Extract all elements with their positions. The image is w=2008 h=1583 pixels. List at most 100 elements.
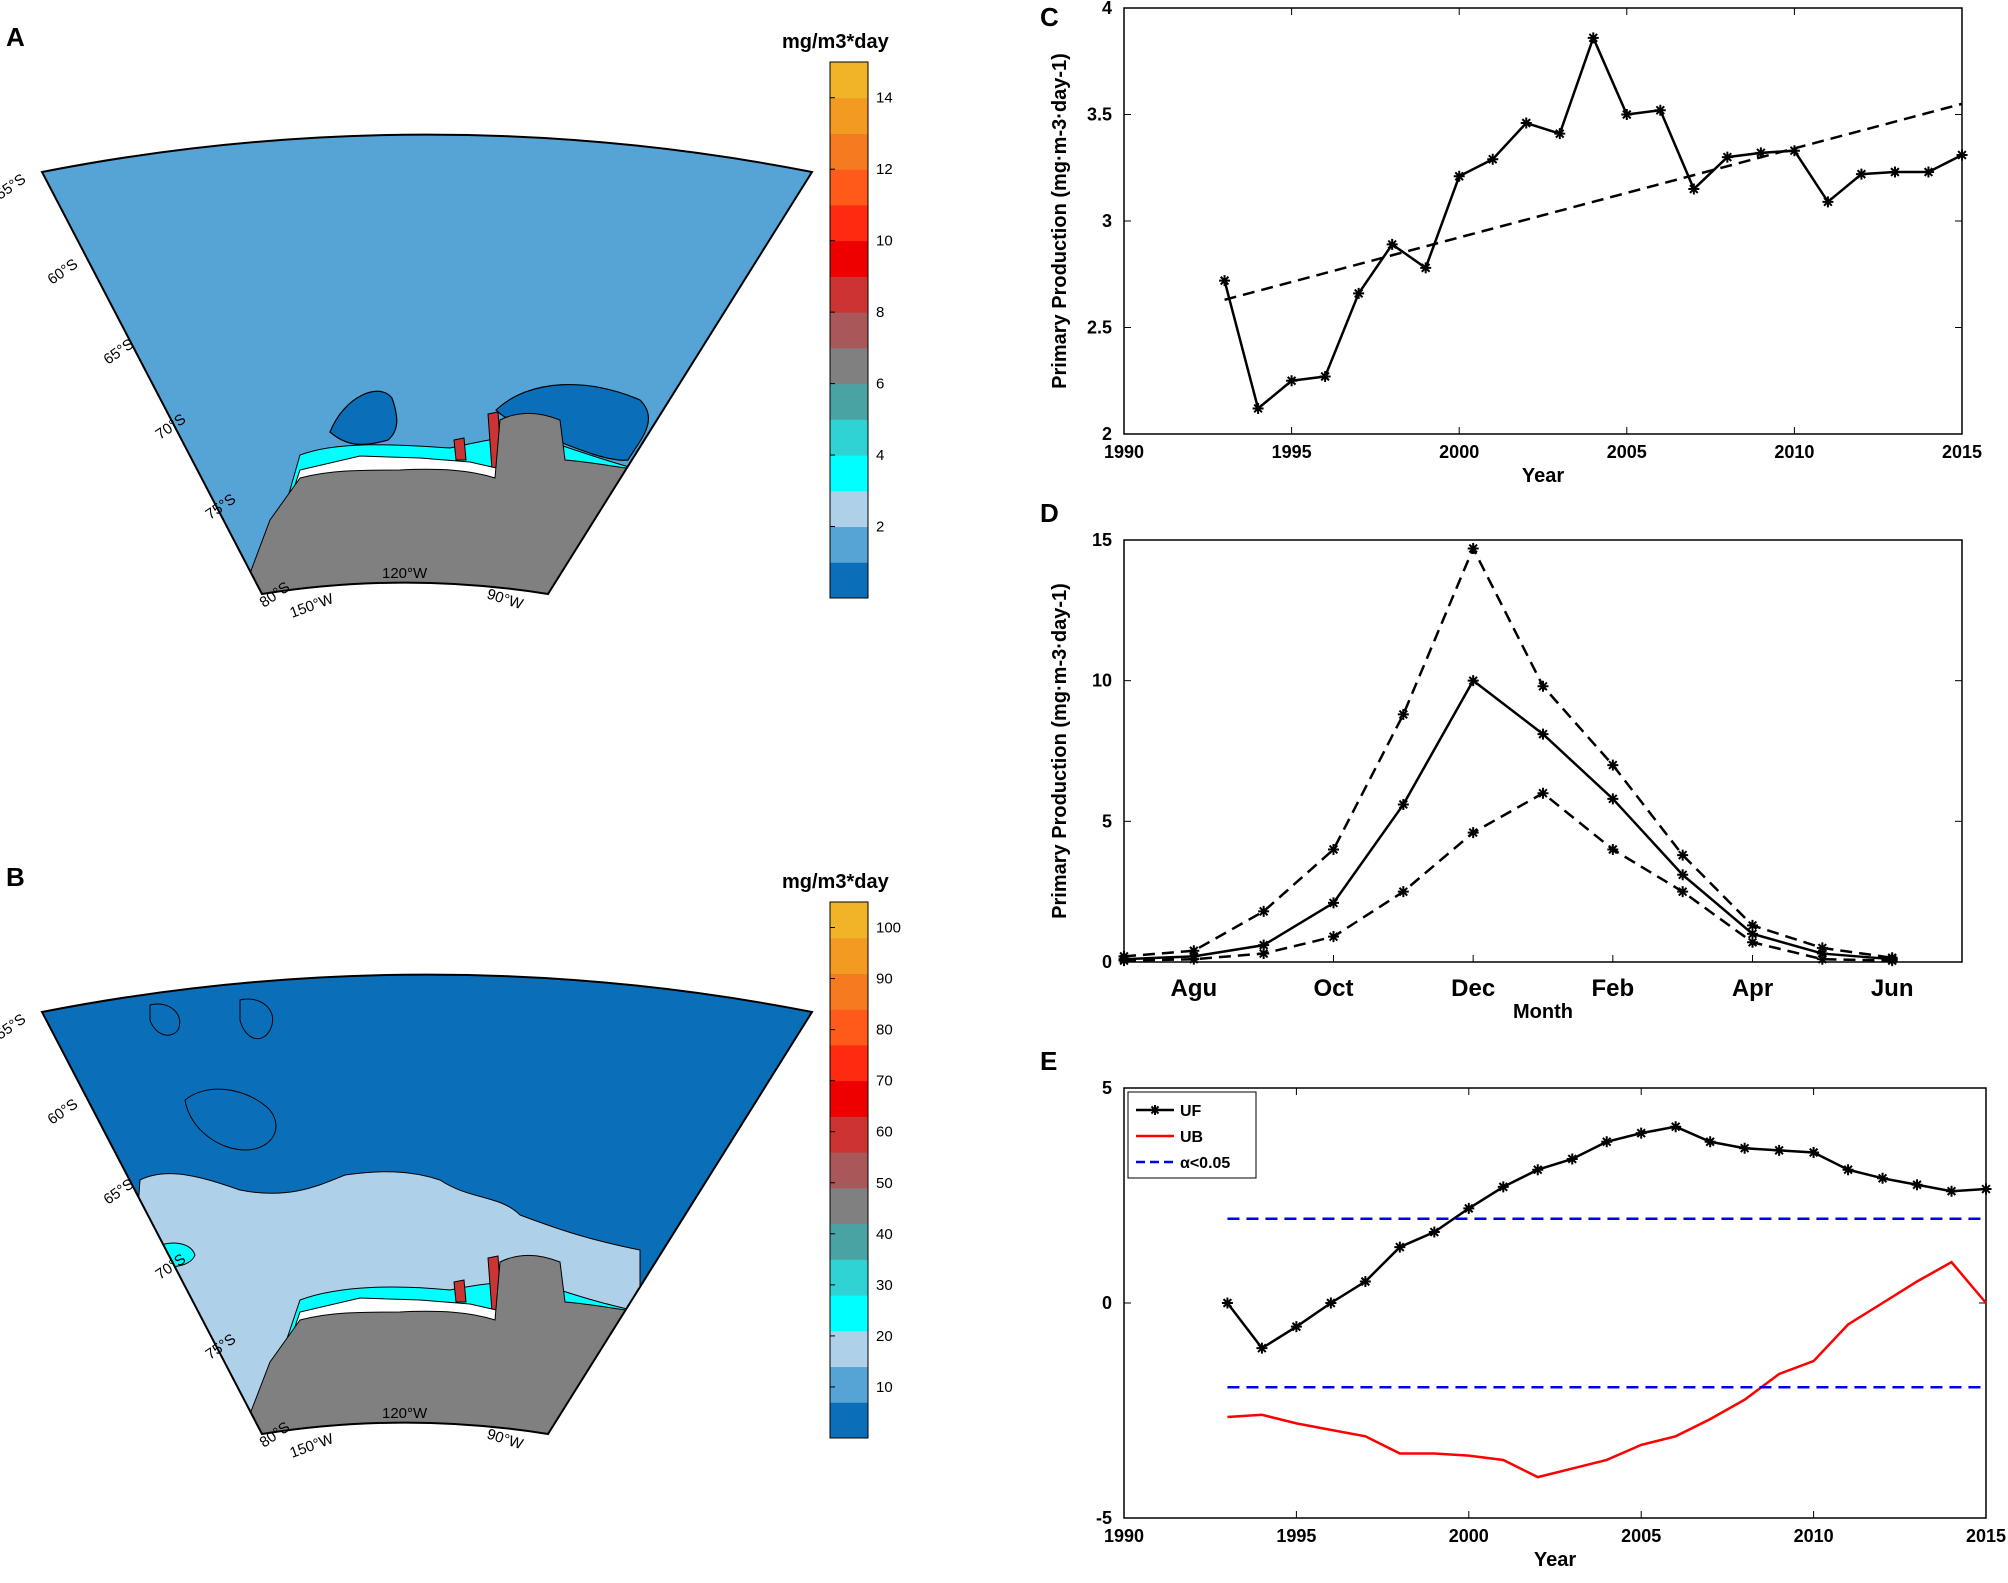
map-b	[42, 974, 812, 1434]
colorbar-a-swatch-12	[830, 133, 868, 170]
colorbar-a: mg/m3*day 2 4 6 8 10 12 14	[782, 31, 893, 599]
colorbar-b-tick-label-6: 70	[876, 1073, 893, 1090]
colorbar-a-tick-label-4: 10	[876, 233, 893, 250]
colorbar-b-swatch-1	[830, 1366, 868, 1403]
colorbar-a-tick-label-3: 8	[876, 304, 884, 321]
chart-d-series-1-point-2	[1258, 939, 1270, 951]
colorbar-a-swatch-7	[830, 312, 868, 349]
chart-c: C 1990 1995 2000 2005 2010 2015 2 2.5 3 3.5 4 Year Pr…	[1040, 0, 1982, 487]
chart-d-xlabel: Month	[1513, 1001, 1573, 1023]
colorbar-a-swatch-4	[830, 419, 868, 456]
chart-e-series-0-point-13	[1670, 1121, 1682, 1133]
chart-d-series-2-point-10	[1816, 953, 1828, 965]
chart-e-legend-marker-0	[1150, 1105, 1160, 1115]
chart-e-series-0-point-5	[1394, 1241, 1406, 1253]
colorbar-a-tick-label-5: 12	[876, 161, 893, 178]
colorbar-a-swatch-6	[830, 347, 868, 385]
chart-e-ytick-label-0: -5	[1096, 1508, 1112, 1528]
dark-patch-b-1	[239, 998, 274, 1040]
chart-e-series-0-point-21	[1946, 1185, 1958, 1197]
lon-label-b-120: 120°W	[382, 1405, 428, 1422]
chart-d-series-2-point-3	[1328, 931, 1339, 943]
chart-d-category-label-4: Apr	[1732, 975, 1773, 1002]
chart-e-legend-label-1: UB	[1180, 1129, 1203, 1146]
chart-c-series-0-point-15	[1721, 151, 1733, 163]
panel-b: B 55°S 60°S 65°S 70°S 75°S 80°S 150°W 12…	[0, 862, 901, 1462]
chart-e-panel-label: E	[1040, 1046, 1057, 1076]
chart-d-series-0-point-2	[1258, 905, 1270, 917]
colorbar-unit-b-base: mg/m3*day	[782, 871, 890, 893]
chart-d-series-0-point-8	[1677, 849, 1689, 861]
chart-c-series-0-point-7	[1453, 170, 1465, 182]
colorbar-a-swatch-8	[830, 276, 868, 313]
chart-e-xtick-label-5: 2015	[1966, 1526, 2006, 1546]
chart-c-ylabel: Primary Production (mg·m-3·day-1)	[1049, 53, 1071, 389]
chart-d-series-0-point-5	[1467, 542, 1479, 554]
chart-d-series-2-point-8	[1677, 886, 1689, 898]
colorbar-b-tick-label-1: 20	[876, 1328, 893, 1345]
chart-d-ytick-label-1: 5	[1102, 811, 1112, 831]
lat-label-a-55: 55°S	[0, 171, 29, 204]
chart-e-series-0-point-14	[1704, 1136, 1716, 1148]
colorbar-b-swatch-11	[830, 1009, 868, 1046]
chart-d: D Agu Oct Dec Feb Apr Jun 0 5 10 15 Month Primary Pr…	[1040, 498, 1963, 1023]
chart-d-series-0-point-9	[1747, 919, 1758, 931]
chart-d-series-2-point-9	[1747, 936, 1758, 948]
chart-e-series-0-point-12	[1635, 1127, 1647, 1139]
chart-d-series-2-point-5	[1467, 827, 1479, 839]
colorbar-a-swatch-13	[830, 97, 868, 134]
chart-e-xtick-label-3: 2005	[1621, 1526, 1661, 1546]
chart-c-plot-frame	[1123, 7, 1963, 435]
colorbar-b-tick-label-7: 80	[876, 1022, 893, 1039]
colorbar-b-outline	[829, 901, 869, 1439]
colorbar-a-swatch-14	[830, 62, 868, 99]
colorbar-b-swatch-10	[830, 1044, 868, 1082]
chart-e-series-0-point-9	[1532, 1164, 1544, 1176]
panel-a: A 55°S 60°S 65°S 70°S 75°S 80°S 150°W 12…	[0, 22, 893, 622]
chart-d-series-1-point-8	[1677, 869, 1689, 881]
chart-c-series-0-point-22	[1956, 149, 1968, 161]
chart-c-series-0-point-11	[1587, 32, 1599, 44]
chart-d-panel-label: D	[1040, 498, 1059, 528]
chart-e-series-0-point-20	[1911, 1179, 1923, 1191]
colorbar-b: mg/m3*day 10 20 30 40 50 60 70 80 90 100	[782, 871, 901, 1439]
chart-c-series-0-point-14	[1688, 183, 1700, 195]
chart-c-series-0-point-1	[1252, 402, 1264, 414]
chart-d-plot-frame	[1123, 539, 1963, 963]
colorbar-b-swatch-7	[830, 1152, 868, 1189]
chart-e-series-0-point-22	[1980, 1183, 1992, 1195]
chart-c-panel-label: C	[1040, 2, 1059, 32]
chart-c-series-0-point-19	[1855, 168, 1867, 180]
chart-e-series-0-point-8	[1497, 1181, 1509, 1193]
colorbar-a-swatch-3	[830, 455, 868, 492]
lon-label-a-120: 120°W	[382, 565, 428, 582]
chart-c-ytick-label-3: 3.5	[1087, 105, 1112, 125]
chart-c-xtick-label-2: 2000	[1439, 442, 1479, 462]
chart-e-ytick-label-1: 0	[1102, 1293, 1112, 1313]
chart-e-series-0-point-6	[1428, 1226, 1440, 1238]
chart-d-series-1-point-4	[1397, 798, 1409, 810]
chart-c-series-1-line	[1224, 102, 1963, 302]
chart-e-series-0-point-2	[1290, 1321, 1302, 1333]
panel-label-b: B	[6, 862, 25, 892]
chart-c-series-0-point-18	[1822, 196, 1834, 208]
colorbar-b-swatch-6	[830, 1187, 868, 1225]
colorbar-a-swatch-2	[830, 490, 868, 528]
chart-d-series-2-point-11	[1886, 955, 1898, 967]
chart-d-ytick-label-2: 10	[1092, 671, 1112, 691]
chart-d-ylabel: Primary Production (mg·m-3·day-1)	[1049, 583, 1071, 919]
chart-d-category-label-2: Dec	[1451, 975, 1495, 1002]
lat-label-a-60: 60°S	[45, 256, 82, 289]
colorbar-b-tick-label-9: 100	[876, 920, 901, 937]
colorbar-b-tick-label-8: 90	[876, 971, 893, 988]
chart-c-xlabel: Year	[1522, 465, 1564, 487]
chart-d-series-1-point-10	[1816, 948, 1828, 960]
map-a	[42, 134, 812, 595]
colorbar-b-swatch-4	[830, 1259, 868, 1296]
chart-c-ytick-label-2: 3	[1102, 211, 1112, 231]
colorbar-b-tick-label-0: 10	[876, 1379, 893, 1396]
chart-e-plot-frame	[1123, 1087, 1987, 1519]
colorbar-b-tick-label-3: 40	[876, 1226, 893, 1243]
chart-e-series-0-point-4	[1359, 1276, 1371, 1287]
